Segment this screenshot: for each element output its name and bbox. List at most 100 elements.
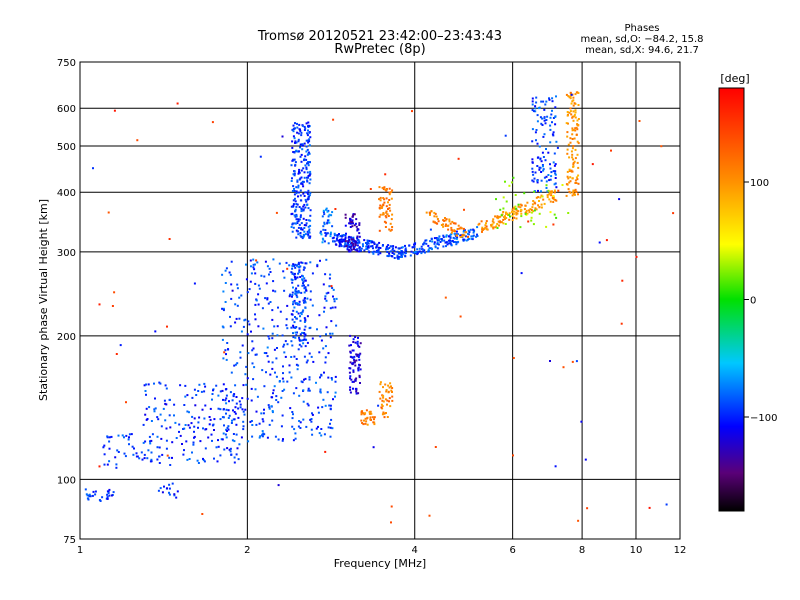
echo-point [352,236,355,239]
echo-point [201,513,204,515]
echo-point [545,184,548,187]
echo-point [354,241,357,244]
echo-point [293,264,295,267]
echo-point [210,433,213,436]
echo-point [300,227,303,230]
echo-point [297,218,300,221]
echo-point [520,272,523,275]
echo-point [226,447,229,450]
echo-point [344,224,347,227]
echo-point [301,180,304,183]
echo-point [388,207,391,210]
echo-point [379,196,382,199]
echo-point [541,164,544,166]
echo-point [620,322,623,325]
echo-point [356,239,359,242]
echo-point [292,204,295,207]
echo-point [586,507,589,510]
echo-point [445,235,448,238]
echo-point [165,447,168,450]
echo-point [427,244,430,247]
echo-point [89,495,92,498]
echo-point [348,238,351,241]
echo-point [454,230,456,233]
echo-point [461,235,464,238]
echo-point [280,396,283,399]
echo-point [492,226,495,229]
echo-point [458,227,461,230]
echo-point [128,443,130,446]
echo-point [175,437,178,439]
echo-point [259,435,262,438]
echo-point [520,209,523,212]
echo-point [273,348,276,351]
echo-point [388,247,391,249]
echo-point [108,488,111,491]
echo-point [246,291,249,294]
echo-point [539,166,542,169]
echo-point [297,290,300,293]
echo-point [322,209,325,212]
echo-point [502,196,505,199]
echo-point [319,259,321,262]
echo-point [359,352,362,355]
echo-point [379,213,382,216]
echo-point [499,215,502,218]
echo-point [103,463,106,466]
echo-point [531,128,534,131]
echo-point [296,368,299,371]
echo-point [382,188,385,191]
echo-point [166,454,169,457]
echo-point [420,245,423,248]
echo-point [292,226,295,229]
echo-point [143,453,146,456]
echo-point [316,328,318,331]
colorbar-tick-label: 0 [750,296,756,307]
echo-point [329,408,332,411]
echo-point [232,433,235,435]
echo-point [125,434,128,437]
echo-point [217,407,220,410]
echo-point [571,177,574,180]
echo-point [295,310,298,313]
echo-point [142,441,145,444]
echo-point [233,411,236,413]
echo-point [298,150,300,153]
echo-point [462,227,465,230]
echo-point [304,198,307,201]
echo-point [317,425,319,428]
echo-point [274,290,277,293]
echo-point [524,204,527,207]
echo-point [444,241,447,244]
echo-point [535,101,538,104]
echo-point [157,418,160,421]
echo-point [353,213,356,216]
echo-point [261,307,264,310]
echo-point [349,361,352,364]
echo-point [392,245,395,248]
echo-point [552,198,555,201]
echo-point [553,213,556,216]
echo-point [358,232,361,235]
echo-point [391,213,394,216]
echo-point [307,196,310,199]
echo-point [312,360,315,363]
echo-point [304,334,307,336]
echo-point [394,246,397,249]
x-tick-label: 6 [509,545,515,556]
echo-point [344,236,347,239]
echo-point [575,190,578,193]
echo-point [303,129,306,131]
echo-point [290,326,293,329]
echo-point [572,162,575,164]
echo-point [291,267,294,270]
echo-point [533,177,536,180]
echo-point [568,170,571,172]
echo-point [325,207,328,210]
echo-point [538,106,541,109]
echo-point [430,210,433,213]
echo-point [380,207,383,209]
echo-point [516,212,519,215]
echo-point [547,151,550,154]
echo-point [304,319,307,322]
